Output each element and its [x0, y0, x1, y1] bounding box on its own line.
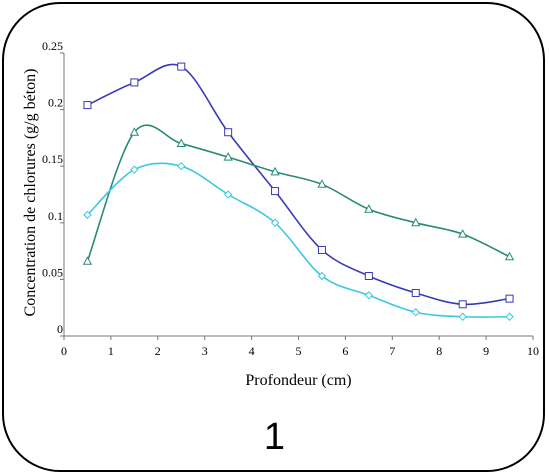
data-point-diamond [505, 312, 514, 321]
y-axis-title: Concentration de chlorures (g/g béton) [22, 69, 39, 317]
data-point-square [458, 300, 467, 309]
series-1-square [83, 62, 514, 309]
x-tick-label: 8 [436, 344, 442, 358]
data-point-triangle [82, 256, 93, 265]
x-tick-label: 10 [527, 344, 539, 358]
series-3-diamond [83, 161, 514, 321]
data-point-diamond [458, 312, 467, 321]
x-tick-label: 6 [342, 344, 348, 358]
y-tick-label: 0.1 [48, 209, 63, 223]
data-point-triangle [270, 166, 280, 176]
data-point-triangle [364, 204, 374, 213]
data-point-diamond [83, 210, 92, 220]
data-point-square [83, 101, 92, 110]
data-point-diamond [270, 218, 280, 228]
data-point-diamond [223, 190, 233, 199]
data-point-triangle [317, 179, 327, 188]
chart-series [82, 62, 515, 321]
x-tick-label: 2 [155, 344, 161, 358]
y-tick-label: 0.25 [42, 39, 63, 53]
y-tick-label: 0.15 [42, 152, 63, 166]
y-tick-label: 0.2 [48, 96, 63, 110]
y-tick-label: 0.05 [42, 265, 63, 279]
tick-labels: 0 1 2 3 4 5 6 7 8 9 10 0 0.05 0.1 0.15 0.2 0.25 [42, 39, 539, 358]
series-line [86, 162, 510, 318]
data-point-diamond [411, 308, 420, 317]
x-axis-title: Profondeur (cm) [245, 372, 351, 389]
panel-frame [2, 2, 545, 472]
series-2-triangle [82, 124, 515, 265]
x-tick-label: 4 [249, 344, 255, 358]
x-tick-label: 0 [61, 344, 67, 358]
data-point-diamond [130, 165, 139, 174]
x-tick-label: 5 [296, 344, 302, 358]
x-tick-label: 3 [202, 344, 208, 358]
data-point-triangle [129, 127, 139, 136]
data-point-square [271, 187, 280, 196]
data-point-triangle [223, 152, 233, 161]
x-tick-label: 7 [389, 344, 395, 358]
data-point-square [224, 128, 233, 137]
y-tick-label: 0 [57, 322, 63, 336]
data-point-square [505, 294, 514, 303]
panel-number: 1 [263, 416, 286, 458]
data-point-diamond [317, 271, 327, 281]
series-line [86, 124, 510, 262]
data-point-square [130, 78, 139, 87]
data-point-square [317, 245, 326, 254]
x-tick-label: 9 [483, 344, 489, 358]
data-point-triangle [504, 251, 515, 261]
data-point-diamond [364, 291, 374, 300]
data-point-diamond [177, 161, 186, 171]
data-point-triangle [176, 138, 186, 148]
data-point-square [177, 62, 186, 71]
data-point-square [364, 272, 373, 281]
data-point-triangle [458, 229, 468, 238]
data-point-square [411, 288, 420, 297]
data-point-triangle [411, 217, 421, 227]
chart-axes [60, 52, 534, 340]
x-tick-label: 1 [108, 344, 114, 358]
series-line [87, 63, 510, 306]
